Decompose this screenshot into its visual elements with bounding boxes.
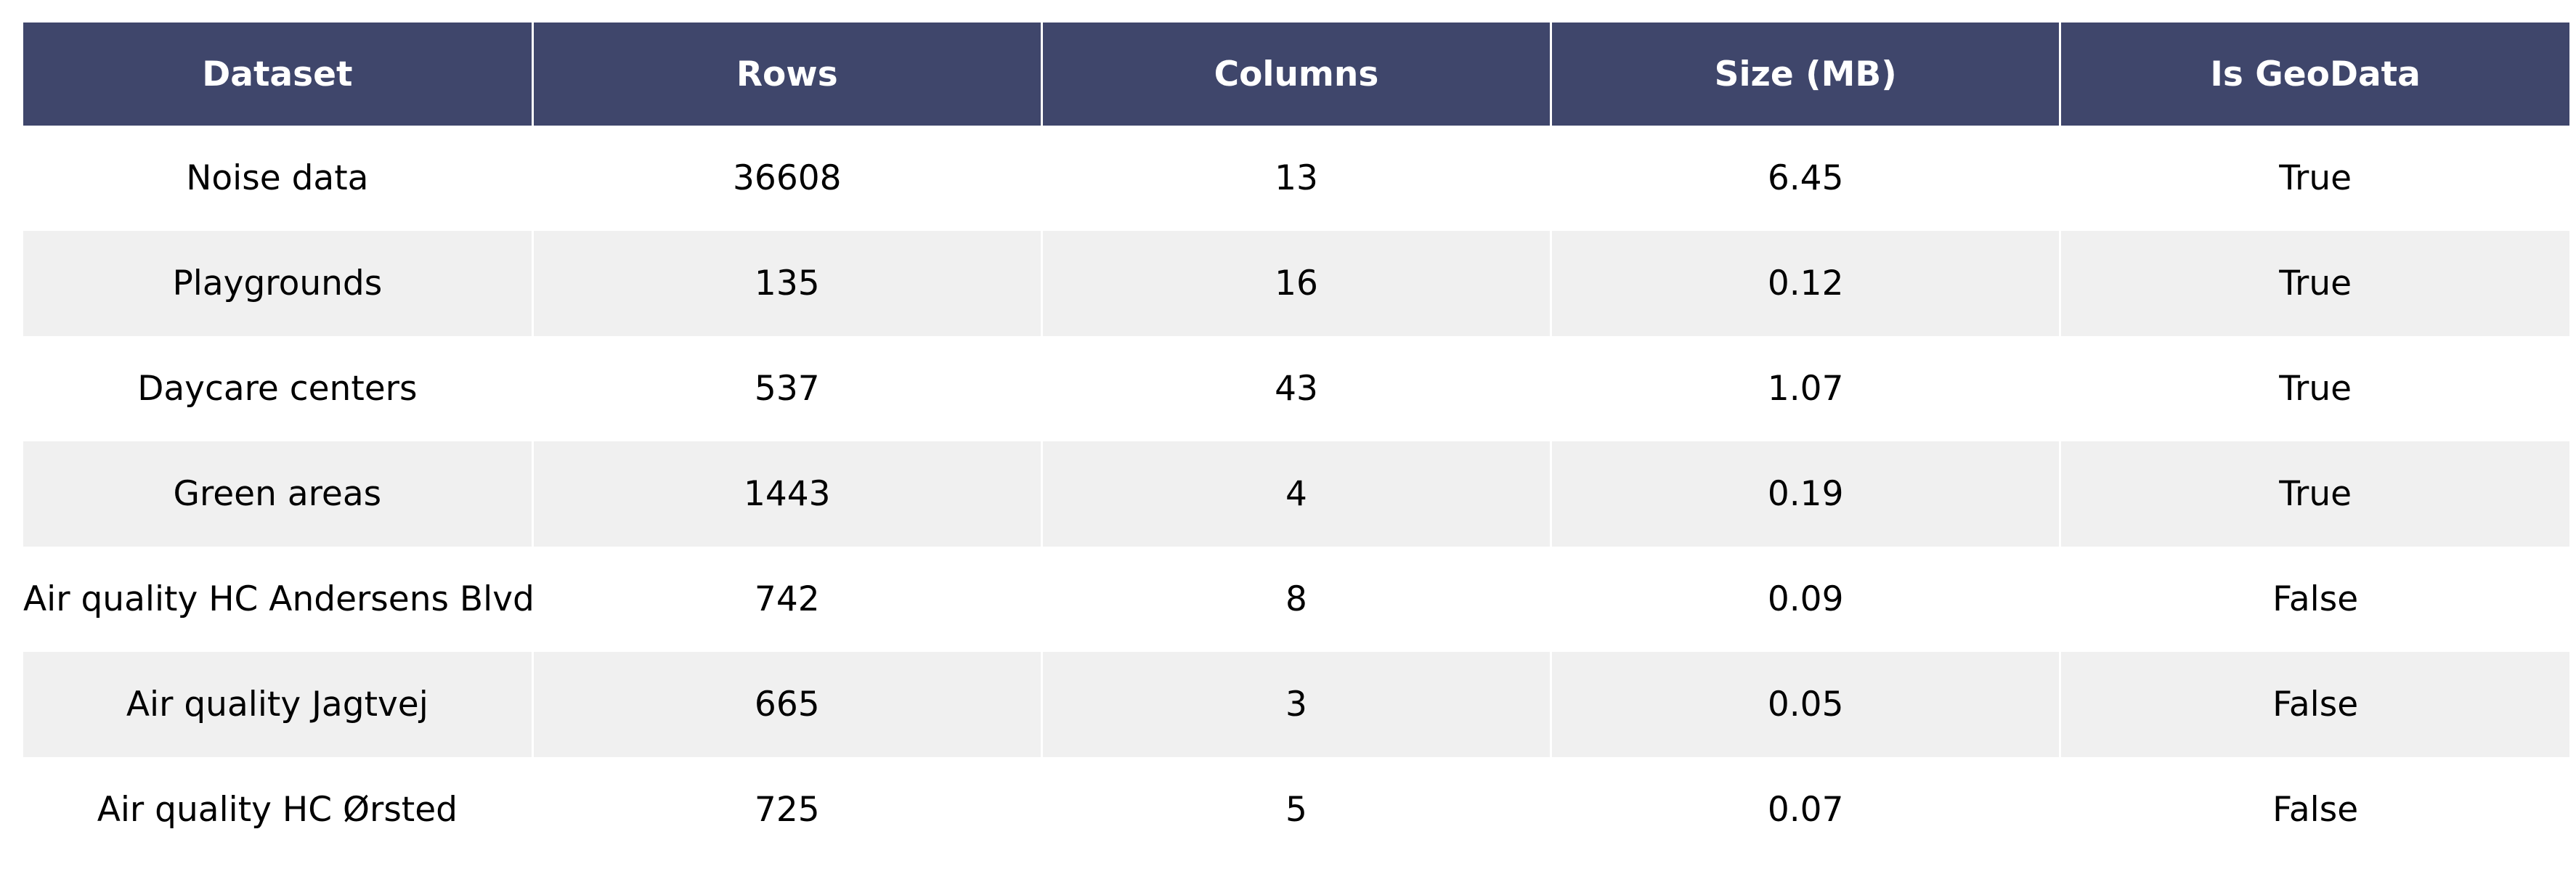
table-row: Noise data 36608 13 6.45 True <box>23 126 2569 231</box>
table-cell: 725 <box>531 757 1042 862</box>
data-table: Dataset Rows Columns Size (MB) Is GeoData No… <box>23 23 2569 862</box>
cell-text: Green areas <box>173 474 382 514</box>
cell-text: 0.07 <box>1767 790 1844 830</box>
table-header-row: Dataset Rows Columns Size (MB) Is GeoData <box>23 23 2569 126</box>
column-header-size-mb: Size (MB) <box>1550 23 2060 126</box>
table-cell: 665 <box>531 652 1042 757</box>
table-cell: 0.19 <box>1550 441 2060 547</box>
cell-text: True <box>2279 158 2352 198</box>
cell-text: Playgrounds <box>172 264 383 303</box>
table-cell: 1443 <box>531 441 1042 547</box>
table-cell: Green areas <box>23 441 533 547</box>
table-cell: True <box>2059 441 2569 547</box>
column-header-rows: Rows <box>531 23 1042 126</box>
table-cell: 8 <box>1040 547 1551 652</box>
table-cell: False <box>2059 547 2569 652</box>
cell-text: 0.05 <box>1767 685 1844 724</box>
table-cell: Playgrounds <box>23 231 533 336</box>
table-cell: 5 <box>1040 757 1551 862</box>
table-cell: 3 <box>1040 652 1551 757</box>
table-cell: 13 <box>1040 126 1551 231</box>
table-cell: True <box>2059 126 2569 231</box>
cell-text: 36608 <box>733 158 842 198</box>
cell-text: True <box>2279 474 2352 514</box>
table-cell: Air quality Jagtvej <box>23 652 533 757</box>
cell-text: False <box>2272 790 2359 830</box>
cell-text: False <box>2272 685 2359 724</box>
cell-text: 537 <box>754 369 820 409</box>
cell-text: Air quality HC Andersens Blvd <box>23 579 533 619</box>
table-row: Air quality HC Andersens Blvd 742 8 0.09 Fal… <box>23 547 2569 652</box>
table-cell: 0.09 <box>1550 547 2060 652</box>
cell-text: 725 <box>754 790 820 830</box>
table-cell: 537 <box>531 336 1042 441</box>
cell-text: True <box>2279 264 2352 303</box>
table-cell: 6.45 <box>1550 126 2060 231</box>
table-body: Noise data 36608 13 6.45 True Playgrounds 135 1… <box>23 126 2569 862</box>
table-cell: Noise data <box>23 126 533 231</box>
cell-text: 1443 <box>743 474 831 514</box>
cell-text: Air quality HC Ørsted <box>97 790 458 830</box>
cell-text: Daycare centers <box>137 369 418 409</box>
table-row: Playgrounds 135 16 0.12 True <box>23 231 2569 336</box>
cell-text: 0.12 <box>1767 264 1844 303</box>
cell-text: 0.19 <box>1767 474 1844 514</box>
table-cell: 4 <box>1040 441 1551 547</box>
cell-text: 742 <box>754 579 820 619</box>
table-row: Green areas 1443 4 0.19 True <box>23 441 2569 547</box>
cell-text: 1.07 <box>1767 369 1844 409</box>
cell-text: 16 <box>1275 264 1318 303</box>
table-cell: 742 <box>531 547 1042 652</box>
cell-text: 6.45 <box>1767 158 1844 198</box>
cell-text: 0.09 <box>1767 579 1844 619</box>
table-cell: 36608 <box>531 126 1042 231</box>
table-cell: 43 <box>1040 336 1551 441</box>
table-cell: 0.12 <box>1550 231 2060 336</box>
cell-text: False <box>2272 579 2359 619</box>
cell-text: 13 <box>1275 158 1318 198</box>
cell-text: 4 <box>1285 474 1307 514</box>
cell-text: 3 <box>1285 685 1307 724</box>
table-cell: Air quality HC Andersens Blvd <box>23 547 533 652</box>
cell-text: 8 <box>1285 579 1307 619</box>
cell-text: True <box>2279 369 2352 409</box>
cell-text: 135 <box>754 264 820 303</box>
dataset-summary-table: Dataset Rows Columns Size (MB) Is GeoData No… <box>23 23 2569 862</box>
table-cell: False <box>2059 757 2569 862</box>
table-cell: 135 <box>531 231 1042 336</box>
cell-text: Air quality Jagtvej <box>126 685 428 724</box>
column-header-dataset: Dataset <box>23 23 533 126</box>
table-cell: 16 <box>1040 231 1551 336</box>
table-row: Daycare centers 537 43 1.07 True <box>23 336 2569 441</box>
column-header-is-geodata: Is GeoData <box>2059 23 2569 126</box>
table-cell: 0.07 <box>1550 757 2060 862</box>
table-cell: True <box>2059 231 2569 336</box>
table-row: Air quality Jagtvej 665 3 0.05 False <box>23 652 2569 757</box>
table-cell: Daycare centers <box>23 336 533 441</box>
table-cell: 0.05 <box>1550 652 2060 757</box>
table-row: Air quality HC Ørsted 725 5 0.07 False <box>23 757 2569 862</box>
table-cell: False <box>2059 652 2569 757</box>
column-header-columns: Columns <box>1040 23 1551 126</box>
cell-text: 43 <box>1275 369 1318 409</box>
cell-text: Noise data <box>186 158 369 198</box>
cell-text: 5 <box>1285 790 1307 830</box>
table-cell: 1.07 <box>1550 336 2060 441</box>
cell-text: 665 <box>754 685 820 724</box>
table-cell: True <box>2059 336 2569 441</box>
table-cell: Air quality HC Ørsted <box>23 757 533 862</box>
